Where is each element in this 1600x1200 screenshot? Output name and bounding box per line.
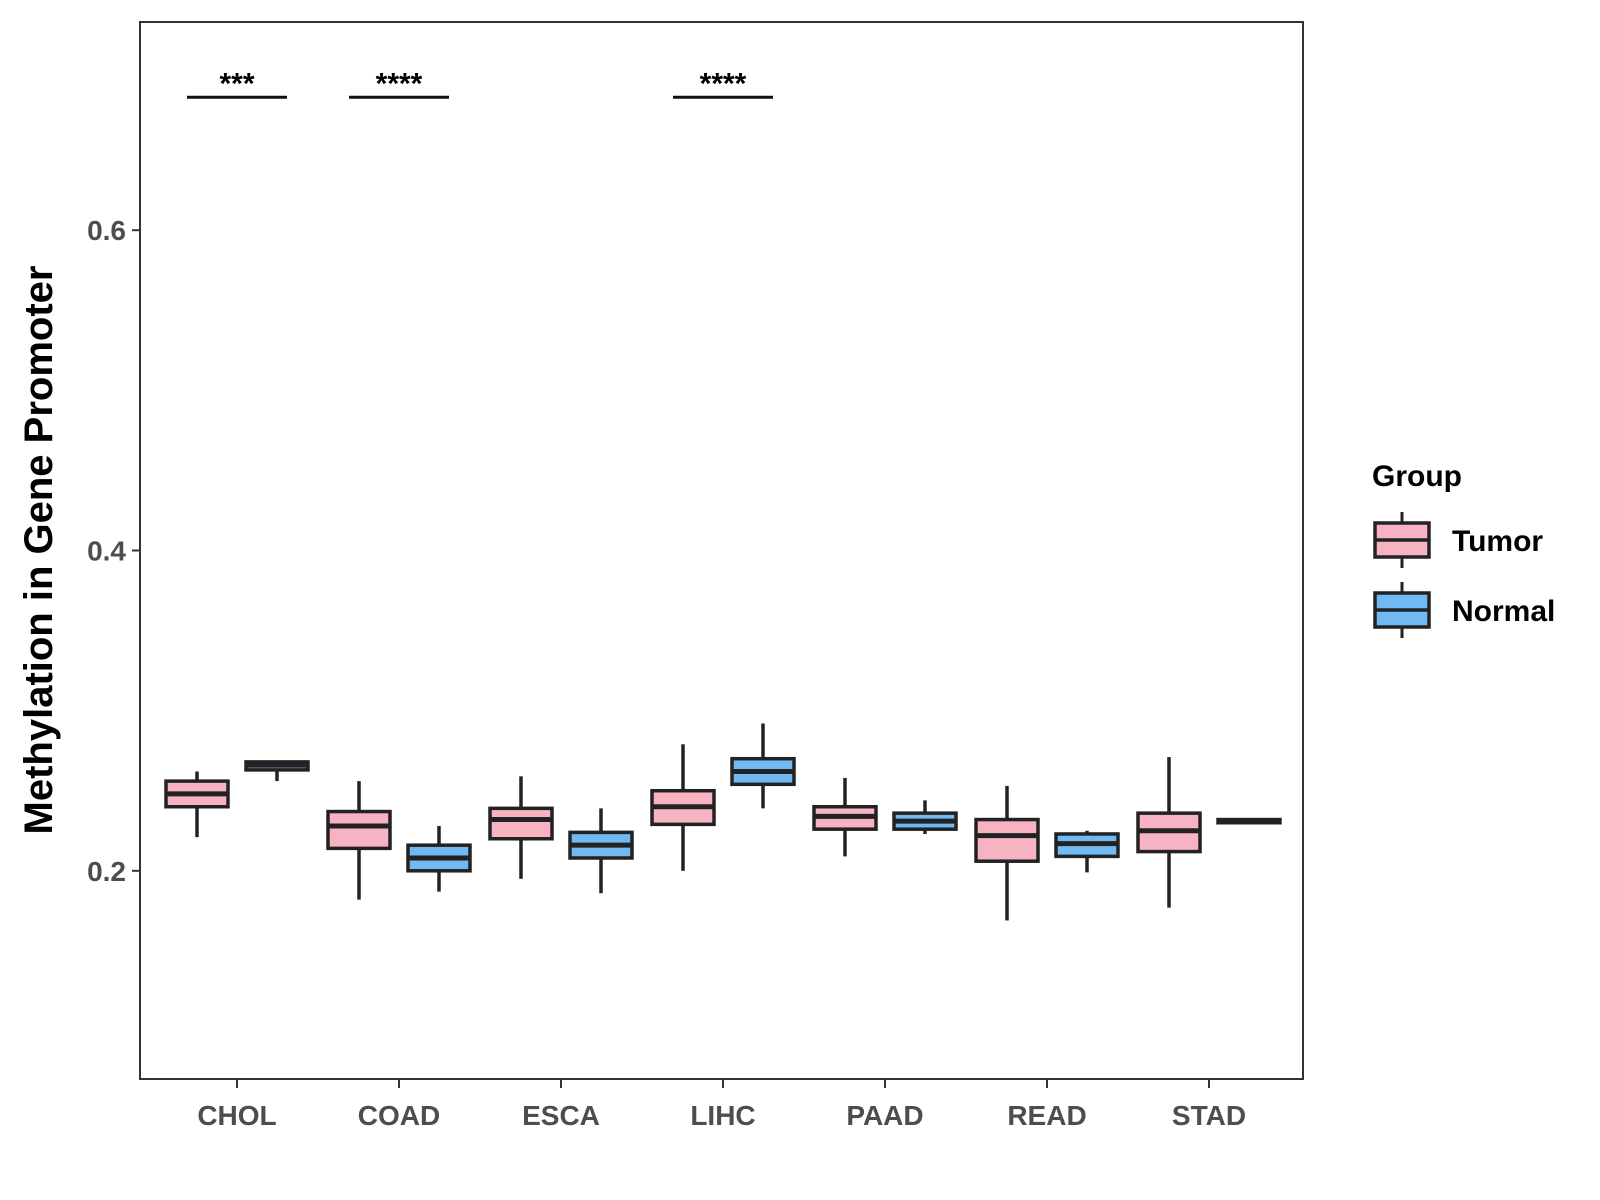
box-tumor-read <box>974 785 1040 921</box>
significance-label: **** <box>376 67 423 100</box>
box-body <box>326 809 392 851</box>
box-normal-read <box>1054 830 1120 873</box>
legend-label: Normal <box>1452 595 1555 628</box>
x-tick-label: STAD <box>1172 1100 1246 1131</box>
box-normal-chol <box>244 760 310 782</box>
y-tick-label: 0.2 <box>87 856 126 887</box>
box-normal-esca <box>568 808 634 894</box>
x-tick-label: LIHC <box>690 1100 755 1131</box>
box-series <box>164 723 1282 921</box>
y-tick-label: 0.4 <box>87 536 126 567</box>
y-tick-label: 0.6 <box>87 215 126 246</box>
box-tumor-esca <box>488 776 554 879</box>
box-normal-paad <box>892 800 958 834</box>
x-tick-label: ESCA <box>522 1100 600 1131</box>
x-tick-label: READ <box>1007 1100 1086 1131</box>
legend-item-tumor: Tumor <box>1373 512 1543 568</box>
x-axis: CHOL COAD ESCA LIHC PAAD READ STAD <box>197 1079 1246 1131</box>
box-normal-lihc <box>730 723 796 809</box>
box-tumor-paad <box>812 777 878 857</box>
significance-annotations: *** **** **** <box>187 67 773 100</box>
box-tumor-stad <box>1136 757 1202 908</box>
y-axis-title: Methylation in Gene Promoter <box>17 266 61 835</box>
box-tumor-chol <box>164 771 230 838</box>
box-normal-coad <box>406 825 472 892</box>
x-tick-label: PAAD <box>846 1100 923 1131</box>
x-tick-label: COAD <box>358 1100 440 1131</box>
x-tick-label: CHOL <box>197 1100 276 1131</box>
legend-title: Group <box>1372 460 1462 493</box>
significance-label: **** <box>700 67 747 100</box>
box-tumor-lihc <box>650 744 716 871</box>
legend-label: Tumor <box>1452 525 1543 558</box>
y-axis: 0.2 0.4 0.6 <box>87 215 140 887</box>
legend: Group Tumor Normal <box>1372 460 1555 638</box>
box-body <box>488 806 554 841</box>
legend-item-normal: Normal <box>1373 582 1555 638</box>
box-tumor-coad <box>326 781 392 900</box>
box-body <box>974 817 1040 863</box>
plot-panel <box>139 21 1304 1080</box>
significance-label: *** <box>219 67 254 100</box>
box-normal-stad <box>1216 817 1282 825</box>
